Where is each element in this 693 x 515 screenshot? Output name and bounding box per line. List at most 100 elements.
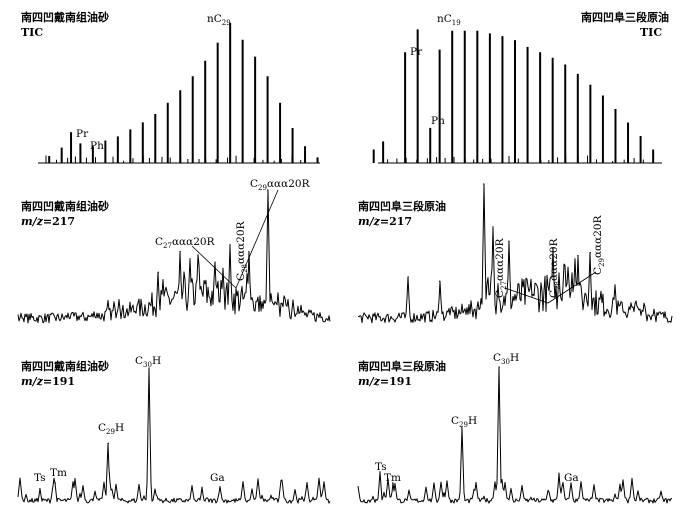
peak-apex-m217-right-4	[508, 240, 510, 242]
panel-m217-right: 南四凹阜三段原油 m/z=217 C27ααα20R C28ααα20R C29…	[357, 183, 673, 324]
panel-m217-right-marks	[357, 183, 673, 324]
peak-label-c29h-right-main: C	[451, 415, 459, 427]
peak-apex-m217-right-3	[492, 226, 494, 228]
peak-apex-m217-left-1	[179, 251, 181, 253]
peak-label-tm-right: Tm	[384, 472, 401, 484]
peak-label-pr-right: Pr	[410, 46, 423, 58]
panel-tic-right-marks	[372, 29, 662, 164]
panel-m191-left-mode-prefix: m/z	[21, 375, 44, 388]
panel-m191-left-marks	[17, 367, 331, 504]
peak-label-c29-left-main: C	[250, 178, 258, 190]
panel-m217-right-mode-value: =217	[380, 215, 412, 228]
trace-m217-right	[357, 183, 673, 324]
peak-label-nc29-left-main: nC	[207, 13, 222, 25]
peak-apex-m217-right-1	[439, 280, 441, 282]
peak-label-nc29-left: nC29	[207, 13, 231, 27]
panel-tic-right: 南四凹阜三段原油 TIC nC19 Pr Ph	[372, 10, 669, 164]
trace-m217-left	[17, 189, 331, 324]
panel-m191-left: 南四凹戴南组油砂 m/z=191 Ts Tm C29H C30H Ga	[17, 355, 331, 504]
peak-apex-m191-left-4	[201, 486, 203, 488]
panel-tic-right-mode-label: TIC	[640, 26, 662, 39]
peak-label-c27-right: C27ααα20R	[494, 237, 508, 298]
peak-label-c30h-right-sub: 30	[501, 358, 510, 366]
peak-label-c29h-left-sub: 29	[106, 428, 115, 436]
c27-c29-leader-lines-right	[504, 271, 597, 304]
panel-tic-left-sample-label: 南四凹戴南组油砂	[21, 10, 109, 24]
peak-label-nc29-left-sub: 29	[222, 19, 231, 27]
trace-m191-left	[17, 367, 331, 504]
peak-label-c27-right-main: C	[494, 290, 506, 298]
peak-label-c30h-right: C30H	[493, 352, 519, 366]
peak-label-c29h-right-suffix: H	[468, 415, 477, 427]
peak-apex-m217-right-2	[483, 183, 485, 185]
peak-label-c28-right: C28ααα20R	[548, 237, 562, 298]
panel-m191-right-mode-label: m/z=191	[358, 375, 412, 388]
peak-label-c28-left-suffix: ααα20R	[235, 220, 247, 264]
peak-label-c29-right: C29ααα20R	[592, 214, 606, 275]
peak-label-c28-right-suffix: ααα20R	[548, 237, 560, 281]
peak-apex-m217-left-0	[157, 271, 159, 273]
peak-label-nc19-right: nC19	[437, 13, 461, 27]
panel-tic-left-mode-label: TIC	[21, 26, 43, 39]
peak-label-c29h-right: C29H	[451, 415, 477, 429]
peak-label-c28-right-sub: 28	[554, 281, 562, 290]
peak-label-c30h-right-main: C	[493, 352, 501, 364]
peak-apex-m217-left-2	[198, 264, 200, 266]
peak-label-c28-left-sub: 28	[241, 264, 249, 273]
panel-m217-left-sample-label: 南四凹戴南组油砂	[21, 199, 109, 213]
peak-apex-m191-right-2	[461, 427, 463, 429]
panel-m217-right-sample-label: 南四凹阜三段原油	[358, 199, 446, 213]
peak-apex-m191-right-0	[379, 471, 381, 473]
peak-label-ga-left: Ga	[210, 472, 225, 484]
c27-c29-leader-lines-left	[191, 189, 279, 289]
peak-apex-m217-left-5	[248, 251, 250, 253]
peak-apex-m191-right-1	[391, 482, 394, 484]
peak-label-c29-left: C29ααα20R	[250, 178, 311, 192]
peak-label-c27-left: C27ααα20R	[155, 236, 216, 250]
peak-label-ph-left: Ph	[90, 140, 104, 152]
panel-m191-right-sample-label: 南四凹阜三段原油	[358, 359, 446, 373]
peak-label-c28-right-main: C	[548, 290, 560, 298]
peak-apex-m191-left-1	[54, 482, 57, 484]
peak-label-c27-right-sub: 27	[500, 281, 508, 290]
peak-label-ph-right: Ph	[431, 115, 445, 127]
peak-label-c29-right-sub: 29	[598, 258, 606, 267]
peak-label-c30h-left-sub: 30	[143, 361, 152, 369]
peak-apex-m191-left-3	[148, 367, 150, 369]
peak-label-pr-left: Pr	[76, 128, 89, 140]
peak-apex-m217-right-0	[407, 276, 409, 278]
panel-m217-left: 南四凹戴南组油砂 m/z=217 C27ααα20R C28ααα20R C29…	[17, 178, 331, 324]
panel-m191-left-mode-value: =191	[43, 375, 75, 388]
panel-m191-right: 南四凹阜三段原油 m/z=191 Ts Tm C29H C30H Ga	[357, 352, 673, 504]
peak-label-tm-left: Tm	[50, 467, 67, 479]
panel-m191-left-mode-label: m/z=191	[21, 375, 75, 388]
peak-apex-m217-right-7	[589, 252, 591, 254]
peak-apex-m217-left-6	[267, 189, 269, 191]
peak-apex-m191-right-3	[498, 366, 500, 368]
peak-apex-m217-right-6	[577, 254, 579, 257]
peak-apex-m217-right-5	[552, 247, 554, 249]
panel-m217-left-mode-label: m/z=217	[21, 215, 75, 228]
peak-label-nc19-right-main: nC	[437, 13, 452, 25]
panel-m217-left-mode-value: =217	[43, 215, 75, 228]
peak-label-c27-left-main: C	[155, 236, 163, 248]
peak-label-c29h-left-suffix: H	[115, 422, 124, 434]
peak-label-nc19-right-sub: 19	[452, 19, 461, 27]
panel-m217-left-marks	[17, 189, 331, 324]
panel-tic-right-sample-label: 南四凹阜三段原油	[581, 10, 669, 24]
peak-label-c27-left-sub: 27	[163, 242, 172, 250]
panel-m191-right-mode-value: =191	[380, 375, 412, 388]
peak-apex-m191-left-0	[39, 487, 41, 490]
peak-apex-m217-left-3	[217, 282, 219, 284]
peak-label-c29h-left-main: C	[98, 422, 106, 434]
peak-label-c27-left-suffix: ααα20R	[172, 236, 216, 248]
panel-m191-right-marks	[357, 366, 673, 504]
peak-label-c29-left-suffix: ααα20R	[267, 178, 311, 190]
peak-label-c30h-left: C30H	[135, 355, 161, 369]
peak-label-c29h-left: C29H	[98, 422, 124, 436]
panel-m191-right-mode-prefix: m/z	[358, 375, 381, 388]
peak-apex-m217-left-4	[229, 244, 231, 246]
trace-m191-right	[357, 366, 673, 504]
